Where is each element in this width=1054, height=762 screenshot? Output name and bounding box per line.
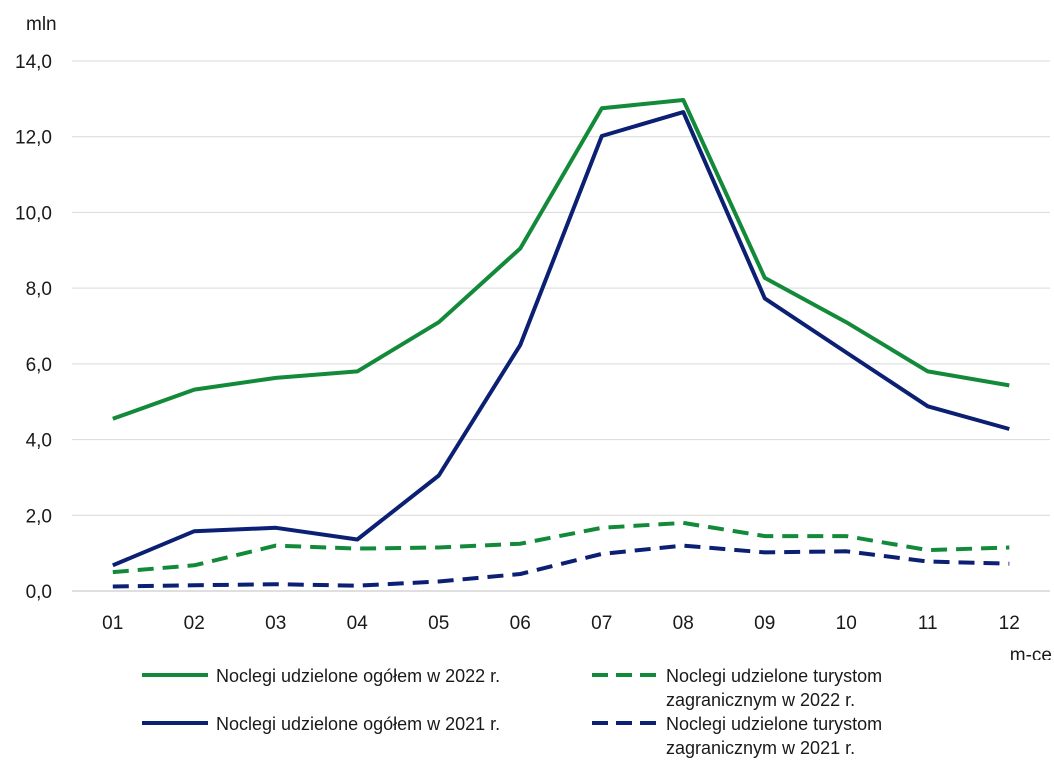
- gridlines: [72, 60, 1050, 592]
- y-axis-ticks: 0,0 2,0 4,0 6,0 8,0 10,0 12,0 14,0: [15, 52, 52, 603]
- series-lines: [112, 98, 1010, 589]
- y-tick-label: 6,0: [26, 355, 52, 376]
- series-line-1: [112, 110, 1010, 568]
- legend-label: Noclegi udzielone turystom zagranicznym …: [666, 714, 883, 758]
- x-tick-label: 06: [510, 613, 531, 634]
- legend-swatch-solid-navy: [142, 721, 208, 725]
- y-tick-label: 10,0: [15, 203, 52, 224]
- legend-item-total-2022: Noclegi udzielone ogółem w 2022 r.: [140, 664, 506, 688]
- legend-label: Noclegi udzielone ogółem w 2021 r.: [216, 714, 501, 734]
- legend-label: Noclegi udzielone ogółem w 2022 r.: [216, 666, 501, 686]
- y-axis-unit-label: mln: [26, 14, 57, 35]
- legend-swatch-dashed-green: [592, 673, 658, 677]
- y-tick-label: 8,0: [26, 279, 52, 300]
- x-tick-label: 03: [265, 613, 286, 634]
- x-tick-label: 01: [102, 613, 123, 634]
- x-tick-label: 12: [999, 613, 1020, 634]
- legend-label: Noclegi udzielone turystom zagranicznym …: [666, 666, 883, 710]
- y-tick-label: 4,0: [26, 431, 52, 452]
- legend: Noclegi udzielone ogółem w 2022 r. Nocle…: [140, 664, 960, 760]
- series-line-3: [112, 543, 1010, 589]
- x-axis-ticks: 01 02 03 04 05 06 07 08 09 10 11 12: [102, 613, 1020, 634]
- x-tick-label: 07: [591, 613, 612, 634]
- x-tick-label: 02: [184, 613, 205, 634]
- legend-item-foreign-2021: Noclegi udzielone turystom zagranicznym …: [590, 712, 936, 760]
- series-line-0: [112, 98, 1010, 421]
- x-tick-label: 10: [836, 613, 857, 634]
- y-tick-label: 14,0: [15, 52, 52, 73]
- series-line-2: [112, 520, 1010, 575]
- x-tick-label: 04: [347, 613, 369, 634]
- x-axis-unit-label: m-ce: [1010, 645, 1052, 660]
- legend-swatch-solid-green: [142, 673, 208, 677]
- line-chart: 0,0 2,0 4,0 6,0 8,0 10,0 12,0 14,0 01 02 03 04 05 06…: [15, 14, 1052, 660]
- x-tick-label: 09: [754, 613, 775, 634]
- x-tick-label: 08: [673, 613, 694, 634]
- x-tick-label: 05: [428, 613, 449, 634]
- y-tick-label: 0,0: [26, 582, 52, 603]
- legend-item-total-2021: Noclegi udzielone ogółem w 2021 r.: [140, 712, 506, 736]
- x-tick-label: 11: [918, 613, 938, 634]
- legend-swatch-dashed-navy: [592, 721, 658, 725]
- y-tick-label: 2,0: [26, 506, 52, 527]
- y-tick-label: 12,0: [15, 128, 52, 149]
- legend-item-foreign-2022: Noclegi udzielone turystom zagranicznym …: [590, 664, 936, 712]
